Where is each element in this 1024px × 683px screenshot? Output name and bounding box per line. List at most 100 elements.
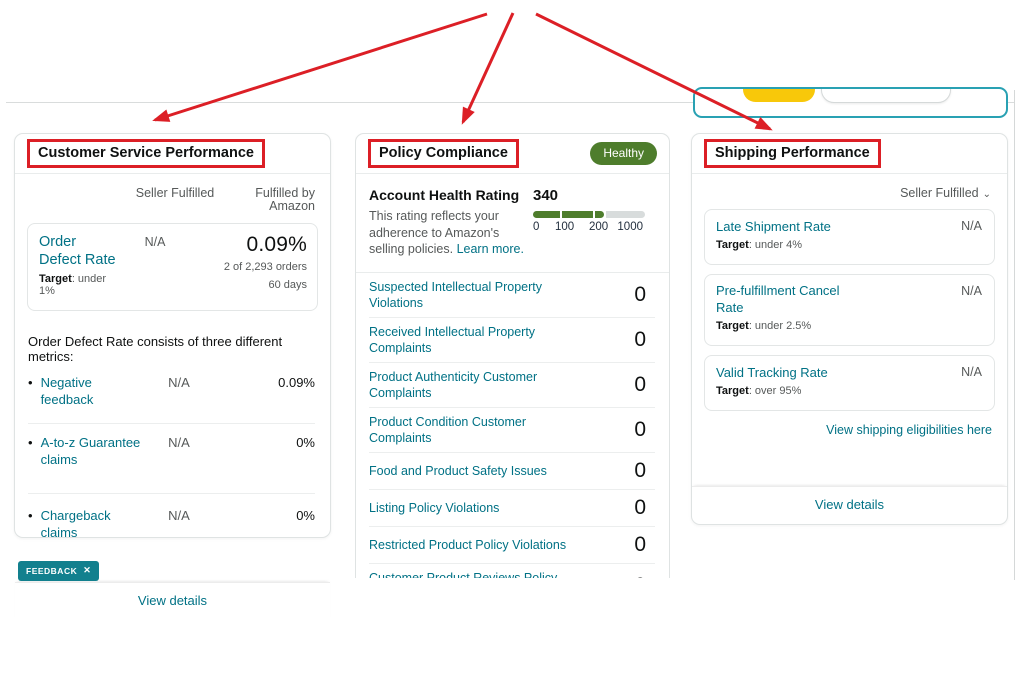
tick-1000: 1000 bbox=[617, 221, 643, 233]
valid-tracking-rate-link[interactable]: Valid Tracking Rate bbox=[716, 364, 828, 380]
violation-count: 0 bbox=[634, 282, 646, 306]
violation-row: Food and Product Safety Issues 0 bbox=[369, 453, 655, 490]
violation-link[interactable]: Product Condition Customer Complaints bbox=[369, 414, 527, 445]
column-fulfilled-by-amazon: Fulfilled by Amazon bbox=[255, 186, 315, 214]
odr-seller-fulfilled-value: N/A bbox=[144, 235, 166, 250]
highlighted-widget-frame bbox=[693, 87, 1008, 118]
violation-count: 0 bbox=[634, 532, 646, 556]
chargeback-claims-link[interactable]: Chargeback claims bbox=[40, 507, 111, 540]
negative-feedback-link[interactable]: Negative feedback bbox=[40, 375, 94, 408]
close-icon: ✕ bbox=[83, 565, 92, 575]
odr-orders-count: 2 of 2,293 orders bbox=[223, 261, 307, 274]
ahr-description: This rating reflects your adherence to A… bbox=[369, 209, 524, 256]
fulfillment-filter-dropdown[interactable]: Seller Fulfilled ⌄ bbox=[900, 186, 991, 200]
pre-fulfillment-cancel-rate-card: Pre-fulfillment Cancel Rate N/A Target: … bbox=[704, 274, 995, 346]
pre-fulfillment-cancel-rate-link[interactable]: Pre-fulfillment Cancel Rate bbox=[716, 283, 840, 315]
violation-row: Customer Product Reviews Policy Violatio… bbox=[369, 564, 655, 579]
sp-view-details-link[interactable]: View details bbox=[814, 497, 885, 512]
metric-target: Target: under 4% bbox=[716, 239, 803, 251]
metric-row-atoz-claims: • A-to-z Guarantee claims N/A 0% bbox=[28, 424, 315, 494]
metric-fba-value: 0% bbox=[296, 507, 315, 523]
violation-link[interactable]: Customer Product Reviews Policy Violatio… bbox=[369, 570, 558, 579]
violation-count: 0 bbox=[634, 327, 646, 351]
panel-title: Customer Service Performance bbox=[38, 145, 254, 161]
violation-link[interactable]: Suspected Intellectual Property Violatio… bbox=[369, 279, 543, 310]
policy-compliance-panel: Policy Compliance Healthy Account Health… bbox=[355, 133, 670, 578]
column-seller-fulfilled: Seller Fulfilled bbox=[135, 186, 215, 200]
column-headers: Seller Fulfilled Fulfilled by Amazon bbox=[15, 174, 330, 215]
panel-footer: View details bbox=[692, 486, 1007, 524]
odr-period: 60 days bbox=[268, 278, 307, 291]
bar-segment-gray bbox=[606, 211, 645, 218]
metric-value: N/A bbox=[961, 284, 982, 298]
violation-row: Received Intellectual Property Complaint… bbox=[369, 318, 655, 363]
page-right-border bbox=[1014, 90, 1015, 580]
metric-sf-value: N/A bbox=[168, 375, 190, 391]
metric-row-chargeback-claims: • Chargeback claims N/A 0% bbox=[28, 494, 315, 582]
feedback-label: FEEDBACK bbox=[26, 565, 78, 576]
panel-header: Policy Compliance Healthy bbox=[356, 134, 669, 174]
annotation-highlight-box: Customer Service Performance bbox=[27, 139, 265, 168]
account-health-rating-section: Account Health Rating This rating reflec… bbox=[356, 174, 669, 273]
ahr-score-bar bbox=[533, 211, 645, 218]
tick-200: 200 bbox=[589, 221, 609, 233]
panel-footer: View details bbox=[15, 581, 330, 620]
late-shipment-rate-link[interactable]: Late Shipment Rate bbox=[716, 219, 831, 234]
violation-row: Restricted Product Policy Violations 0 bbox=[369, 527, 655, 564]
shipping-performance-panel: Shipping Performance Seller Fulfilled ⌄ L… bbox=[691, 133, 1008, 525]
order-defect-rate-link[interactable]: Order Defect Rate bbox=[39, 234, 116, 269]
metric-target: Target: under 2.5% bbox=[716, 319, 812, 332]
annotation-highlight-box: Policy Compliance bbox=[368, 139, 519, 168]
metric-value: N/A bbox=[961, 219, 982, 233]
violation-count: 0 bbox=[634, 458, 646, 482]
annotation-highlight-box: Shipping Performance bbox=[704, 139, 881, 168]
violation-row: Product Authenticity Customer Complaints… bbox=[369, 363, 655, 408]
violation-count: 0 bbox=[634, 495, 646, 519]
odr-fba-value: 0.09% bbox=[246, 233, 307, 257]
learn-more-link[interactable]: Learn more. bbox=[456, 242, 524, 256]
violation-link[interactable]: Received Intellectual Property Complaint… bbox=[369, 324, 536, 355]
late-shipment-rate-card: Late Shipment Rate N/A Target: under 4% bbox=[704, 209, 995, 265]
bullet-icon: • bbox=[28, 507, 33, 523]
violation-link[interactable]: Food and Product Safety Issues bbox=[369, 463, 547, 478]
arrow-to-customer-service bbox=[152, 12, 488, 122]
bullet-icon: • bbox=[28, 375, 33, 391]
bullet-icon: • bbox=[28, 435, 33, 451]
customer-service-performance-panel: Customer Service Performance Seller Fulf… bbox=[14, 133, 331, 608]
yellow-action-button[interactable] bbox=[743, 89, 815, 102]
tick-0: 0 bbox=[533, 221, 540, 233]
feedback-button[interactable]: FEEDBACK ✕ bbox=[18, 561, 100, 581]
health-status-badge: Healthy bbox=[590, 142, 657, 165]
violation-row: Suspected Intellectual Property Violatio… bbox=[369, 273, 655, 318]
violation-count: 0 bbox=[634, 574, 655, 579]
policy-compliance-clip: Policy Compliance Healthy Account Health… bbox=[355, 133, 670, 578]
metric-row-negative-feedback: • Negative feedback N/A 0.09% bbox=[28, 366, 315, 425]
odr-target: Target: under 1% bbox=[39, 273, 107, 298]
atoz-claims-link[interactable]: A-to-z Guarantee claims bbox=[40, 435, 141, 467]
chevron-down-icon: ⌄ bbox=[982, 189, 991, 200]
violation-link[interactable]: Listing Policy Violations bbox=[369, 500, 500, 515]
violation-row: Listing Policy Violations 0 bbox=[369, 490, 655, 527]
order-defect-rate-card: Order Defect Rate Target: under 1% N/A 0… bbox=[27, 223, 318, 312]
secondary-action-button[interactable] bbox=[821, 89, 951, 103]
violation-row: Product Condition Customer Complaints 0 bbox=[369, 408, 655, 453]
ahr-scale-ticks: 0 100 200 1000 bbox=[533, 221, 645, 235]
ahr-title: Account Health Rating bbox=[369, 187, 520, 203]
bar-segment-green bbox=[562, 211, 593, 218]
tick-100: 100 bbox=[555, 221, 575, 233]
violation-link[interactable]: Restricted Product Policy Violations bbox=[369, 537, 567, 552]
metric-sf-value: N/A bbox=[168, 435, 190, 451]
violation-link[interactable]: Product Authenticity Customer Complaints bbox=[369, 369, 538, 400]
cs-view-details-link[interactable]: View details bbox=[137, 592, 208, 608]
panel-title: Policy Compliance bbox=[379, 145, 508, 161]
panel-header: Shipping Performance bbox=[692, 134, 1007, 174]
bar-segment-green bbox=[533, 211, 560, 218]
metric-fba-value: 0% bbox=[296, 435, 315, 451]
metric-target: Target: over 95% bbox=[716, 384, 802, 397]
ahr-score: 340 bbox=[533, 187, 559, 204]
violation-count: 0 bbox=[634, 372, 646, 396]
odr-metrics-note: Order Defect Rate consists of three diff… bbox=[28, 334, 283, 365]
metric-sf-value: N/A bbox=[168, 507, 190, 523]
view-shipping-eligibilities-link[interactable]: View shipping eligibilities here bbox=[826, 422, 992, 437]
